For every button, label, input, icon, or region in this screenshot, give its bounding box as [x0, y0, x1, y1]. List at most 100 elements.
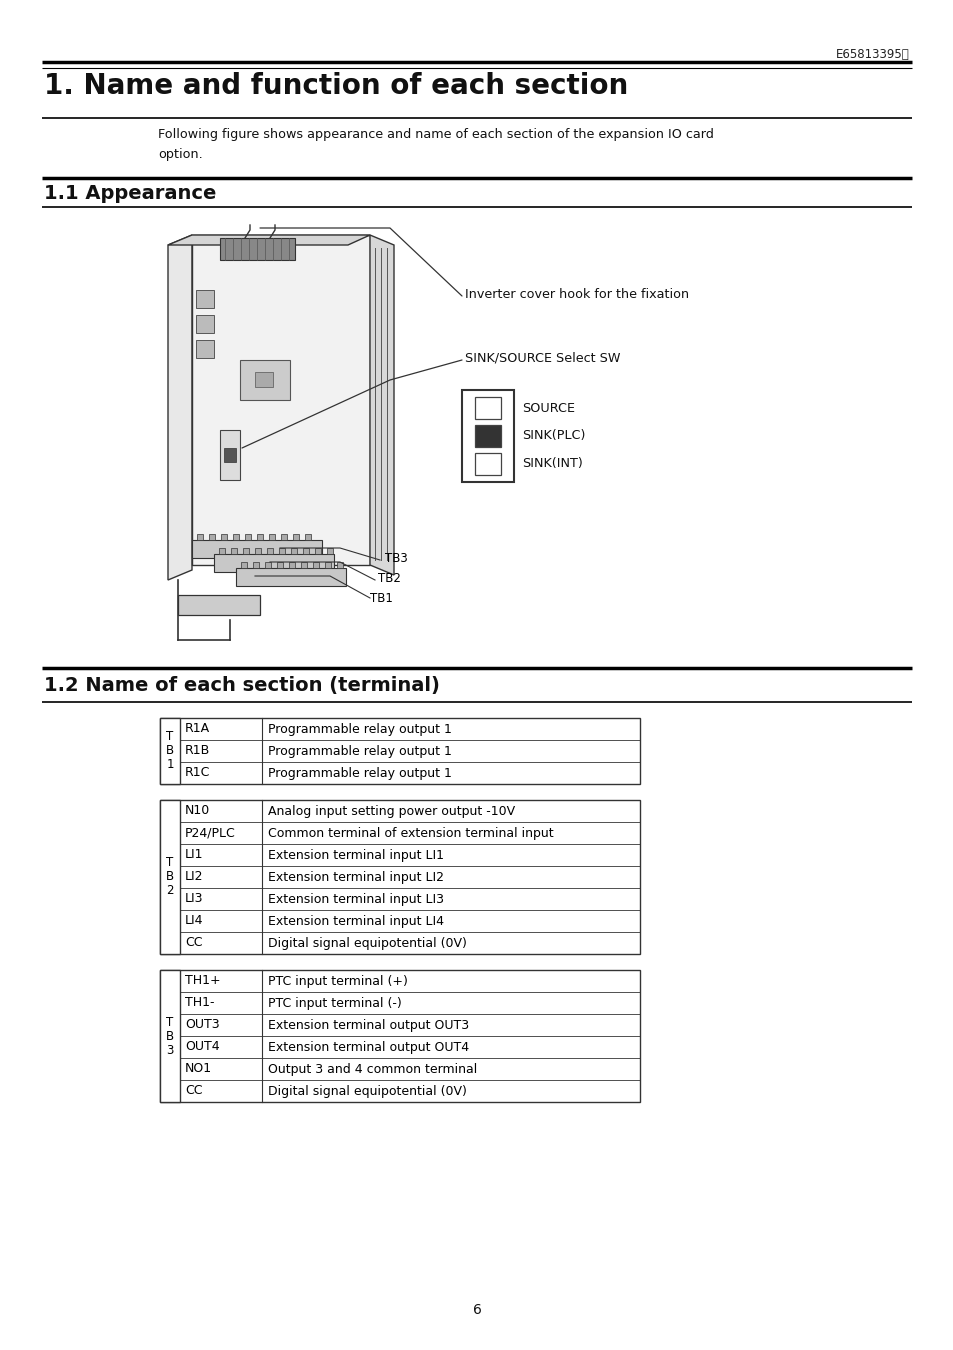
Text: 1.1 Appearance: 1.1 Appearance: [44, 184, 216, 202]
Bar: [475, 454, 500, 475]
Bar: [160, 971, 639, 1102]
Text: Extension terminal input LI3: Extension terminal input LI3: [268, 892, 443, 906]
Text: E65813395ⓔ: E65813395ⓔ: [836, 49, 909, 61]
Bar: [224, 448, 235, 462]
Text: PTC input terminal (+): PTC input terminal (+): [268, 975, 408, 987]
Text: CC: CC: [185, 1084, 202, 1098]
Text: Analog input setting power output -10V: Analog input setting power output -10V: [268, 805, 515, 818]
Text: LI3: LI3: [185, 892, 203, 906]
Text: Programmable relay output 1: Programmable relay output 1: [268, 722, 452, 736]
Bar: [219, 548, 225, 554]
Bar: [269, 535, 274, 540]
Text: LI2: LI2: [185, 871, 203, 883]
Bar: [254, 373, 273, 387]
Text: Extension terminal output OUT4: Extension terminal output OUT4: [268, 1041, 469, 1053]
Bar: [220, 431, 240, 481]
Text: SINK(PLC): SINK(PLC): [521, 429, 585, 443]
Text: OUT3: OUT3: [185, 1018, 219, 1031]
Bar: [220, 238, 294, 261]
Text: 1. Name and function of each section: 1. Name and function of each section: [44, 72, 628, 100]
Polygon shape: [168, 235, 192, 580]
Text: Extension terminal input LI1: Extension terminal input LI1: [268, 849, 443, 861]
Bar: [160, 801, 639, 954]
Text: N10: N10: [185, 805, 210, 818]
Bar: [305, 535, 311, 540]
Text: CC: CC: [185, 937, 202, 949]
Bar: [267, 548, 273, 554]
Text: R1B: R1B: [185, 744, 210, 757]
Bar: [461, 390, 514, 482]
Text: Following figure shows appearance and name of each section of the expansion IO c: Following figure shows appearance and na…: [158, 128, 713, 140]
Text: R1C: R1C: [185, 767, 211, 779]
Text: TH1+: TH1+: [185, 975, 220, 987]
Bar: [195, 315, 213, 333]
Text: T
B
1: T B 1: [166, 730, 173, 771]
Bar: [160, 801, 180, 954]
Bar: [209, 535, 214, 540]
Bar: [160, 971, 180, 1102]
Polygon shape: [178, 595, 260, 616]
Polygon shape: [192, 235, 370, 566]
Text: TB3: TB3: [385, 552, 407, 564]
Text: 1.2 Name of each section (terminal): 1.2 Name of each section (terminal): [44, 676, 439, 695]
Text: T
B
3: T B 3: [166, 1015, 173, 1057]
Bar: [301, 562, 307, 568]
Bar: [253, 562, 258, 568]
Polygon shape: [168, 235, 370, 244]
Bar: [475, 397, 500, 418]
Bar: [160, 718, 639, 784]
Text: TH1-: TH1-: [185, 996, 214, 1010]
Bar: [289, 562, 294, 568]
Text: P24/PLC: P24/PLC: [185, 826, 235, 840]
Bar: [314, 548, 320, 554]
Text: R1A: R1A: [185, 722, 210, 736]
Polygon shape: [213, 554, 334, 572]
Text: SINK(INT): SINK(INT): [521, 458, 582, 471]
Text: Digital signal equipotential (0V): Digital signal equipotential (0V): [268, 1084, 466, 1098]
Polygon shape: [192, 540, 322, 558]
Bar: [243, 548, 249, 554]
Bar: [265, 562, 271, 568]
Text: PTC input terminal (-): PTC input terminal (-): [268, 996, 401, 1010]
Text: Programmable relay output 1: Programmable relay output 1: [268, 767, 452, 779]
Bar: [196, 535, 203, 540]
Bar: [327, 548, 333, 554]
Bar: [303, 548, 309, 554]
Text: LI4: LI4: [185, 914, 203, 927]
Bar: [254, 548, 261, 554]
Text: NO1: NO1: [185, 1062, 212, 1076]
Text: SINK/SOURCE Select SW: SINK/SOURCE Select SW: [464, 351, 619, 364]
Text: Output 3 and 4 common terminal: Output 3 and 4 common terminal: [268, 1062, 476, 1076]
Text: 6: 6: [472, 1303, 481, 1318]
Text: SOURCE: SOURCE: [521, 401, 575, 414]
Text: Extension terminal input LI4: Extension terminal input LI4: [268, 914, 443, 927]
Bar: [276, 562, 283, 568]
Text: TB1: TB1: [370, 591, 393, 605]
Bar: [313, 562, 318, 568]
Bar: [195, 340, 213, 358]
Bar: [281, 535, 287, 540]
Text: Extension terminal output OUT3: Extension terminal output OUT3: [268, 1018, 469, 1031]
Text: TB2: TB2: [377, 571, 400, 585]
Text: Digital signal equipotential (0V): Digital signal equipotential (0V): [268, 937, 466, 949]
Text: Inverter cover hook for the fixation: Inverter cover hook for the fixation: [464, 288, 688, 301]
Bar: [231, 548, 236, 554]
Text: LI1: LI1: [185, 849, 203, 861]
Text: Extension terminal input LI2: Extension terminal input LI2: [268, 871, 443, 883]
Bar: [475, 425, 500, 447]
Polygon shape: [235, 568, 346, 586]
Bar: [293, 535, 298, 540]
Bar: [245, 535, 251, 540]
Text: OUT4: OUT4: [185, 1041, 219, 1053]
Bar: [256, 535, 263, 540]
Bar: [240, 360, 290, 400]
Text: Common terminal of extension terminal input: Common terminal of extension terminal in…: [268, 826, 553, 840]
Bar: [160, 718, 180, 784]
Text: option.: option.: [158, 148, 203, 161]
Bar: [195, 290, 213, 308]
Bar: [291, 548, 296, 554]
Text: T
B
2: T B 2: [166, 856, 173, 898]
Bar: [233, 535, 239, 540]
Bar: [241, 562, 247, 568]
Bar: [278, 548, 285, 554]
